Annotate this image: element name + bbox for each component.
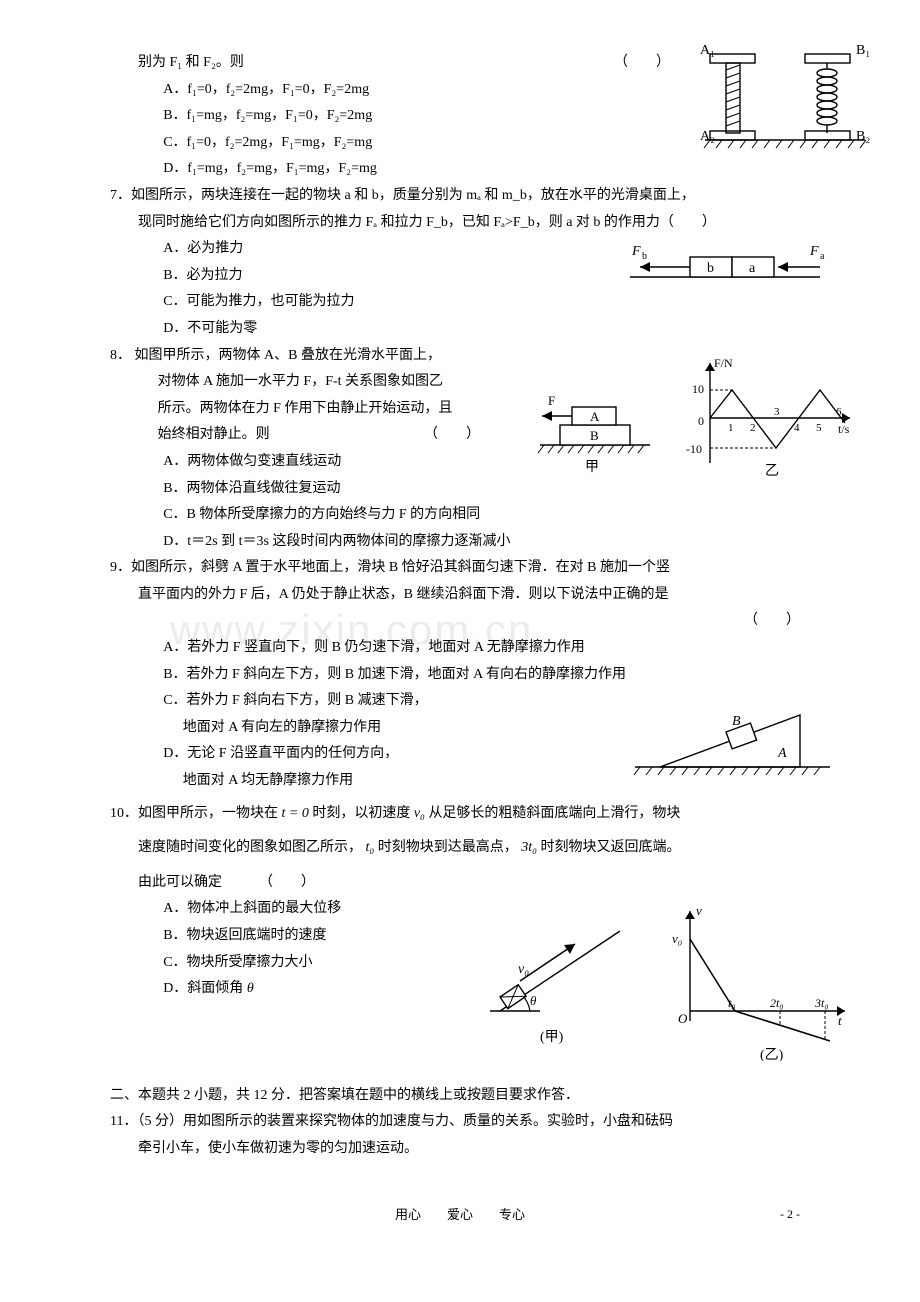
svg-text:t: t — [838, 1013, 842, 1028]
q7: 7．如图所示，两块连接在一起的物块 a 和 b，质量分别为 mₐ 和 m_b，放… — [110, 183, 810, 343]
svg-text:v: v — [696, 903, 702, 918]
q10-paren: （ ） — [259, 870, 315, 897]
q10-figure: θ v₀ (甲) v t O — [480, 901, 860, 1072]
q9-paren: （ ） — [744, 608, 800, 635]
label-a1: A₁ — [700, 43, 715, 58]
q8-paren: （ ） — [424, 422, 480, 449]
svg-text:F/N: F/N — [714, 356, 733, 370]
svg-text:2: 2 — [750, 422, 756, 434]
q9-optA: A．若外力 F 竖直向下，则 B 仍匀速下滑，地面对 A 无静摩擦力作用 — [110, 635, 810, 662]
svg-text:甲: 甲 — [585, 460, 599, 475]
svg-text:θ: θ — [530, 993, 537, 1008]
svg-text:乙: 乙 — [765, 463, 779, 479]
svg-text:t₀: t₀ — [728, 996, 736, 1010]
svg-text:6: 6 — [836, 406, 842, 418]
svg-text:(甲): (甲) — [540, 1030, 564, 1045]
q8-stem4: 始终相对静止。则 — [158, 422, 270, 449]
q11-line1: 11．（5 分）用如图所示的装置来探究物体的加速度与力、质量的关系。实验时，小盘… — [110, 1109, 810, 1136]
q7-stem2: 现同时施给它们方向如图所示的推力 Fₐ 和拉力 F_b，已知 Fₐ>F_b，则 … — [110, 210, 810, 237]
svg-text:F: F — [548, 393, 555, 408]
svg-text:B: B — [732, 714, 741, 729]
svg-text:5: 5 — [816, 422, 822, 434]
q8-figure: B A F 甲 F/N t/s 10 0 -10 1 2 — [530, 353, 860, 504]
q9-optB: B．若外力 F 斜向左下方，则 B 加速下滑，地面对 A 有向右的静摩擦力作用 — [110, 662, 810, 689]
q6: A₁ A₂ B₁ B₂ — [110, 50, 810, 183]
svg-text:b: b — [707, 261, 714, 276]
q6-tail: 别为 F₁ 和 F₂。则 — [138, 50, 244, 77]
q9-stem1: 9．如图所示，斜劈 A 置于水平地面上，滑块 B 恰好沿其斜面匀速下滑．在对 B… — [110, 555, 810, 582]
q8-optC: C．B 物体所受摩擦力的方向始终与力 F 的方向相同 — [110, 502, 810, 529]
svg-text:3: 3 — [774, 406, 780, 418]
q8: 8． 如图甲所示，两物体 A、B 叠放在光滑水平面上， 对物体 A 施加一水平力… — [110, 343, 810, 556]
q7-optD: D．不可能为零 — [110, 316, 810, 343]
page-number: - 2 - — [780, 1203, 800, 1226]
svg-text:v₀: v₀ — [672, 931, 682, 946]
q6-paren: （ ） — [614, 50, 670, 77]
svg-text:0: 0 — [698, 414, 704, 428]
label-b2: B₂ — [856, 129, 870, 144]
svg-text:F: F — [809, 244, 819, 259]
q6-figure: A₁ A₂ B₁ B₂ — [700, 40, 870, 166]
svg-text:(乙): (乙) — [760, 1047, 784, 1061]
svg-text:3t₀: 3t₀ — [814, 996, 829, 1010]
q10: 10．如图甲所示，一物块在 t = 0 时刻，以初速度 v₀ 从足够长的粗糙斜面… — [110, 801, 810, 1003]
svg-text:1: 1 — [728, 422, 734, 434]
q7-figure: b a Fb Fa — [610, 239, 840, 300]
label-b1: B₁ — [856, 43, 870, 58]
q9-stem2: 直平面内的外力 F 后，A 仍处于静止状态，B 继续沿斜面下滑．则以下说法中正确… — [110, 582, 810, 609]
section2-title: 二、本题共 2 小题，共 12 分．把答案填在题中的横线上或按题目要求作答． — [110, 1083, 810, 1110]
svg-text:2t₀: 2t₀ — [770, 996, 784, 1010]
q8-optD: D．t＝2s 到 t＝3s 这段时间内两物体间的摩擦力逐渐减小 — [110, 529, 810, 556]
q10-line2: 速度随时间变化的图象如图乙所示， t₀ 时刻物块到达最高点， 3t₀ 时刻物块又… — [110, 835, 810, 862]
svg-text:4: 4 — [794, 422, 800, 434]
svg-text:-10: -10 — [686, 442, 702, 456]
q10-line1: 10．如图甲所示，一物块在 t = 0 时刻，以初速度 v₀ 从足够长的粗糙斜面… — [110, 801, 810, 828]
q9: 9．如图所示，斜劈 A 置于水平地面上，滑块 B 恰好沿其斜面匀速下滑．在对 B… — [110, 555, 810, 794]
svg-text:10: 10 — [692, 382, 704, 396]
page-footer: 用心 爱心 专心 - 2 - — [0, 1203, 920, 1228]
q7-stem1: 7．如图所示，两块连接在一起的物块 a 和 b，质量分别为 mₐ 和 m_b，放… — [110, 183, 810, 210]
q10-line3: 由此可以确定 — [138, 875, 222, 890]
svg-text:O: O — [678, 1011, 688, 1026]
svg-text:a: a — [820, 251, 825, 262]
svg-text:v₀: v₀ — [518, 962, 529, 977]
svg-text:t/s: t/s — [838, 422, 850, 436]
svg-text:b: b — [642, 251, 647, 262]
svg-text:a: a — [749, 261, 756, 276]
svg-text:B: B — [590, 428, 599, 443]
svg-text:F: F — [631, 244, 641, 259]
q11-line2: 牵引小车，使小车做初速为零的匀加速运动。 — [110, 1136, 810, 1163]
q9-figure: A B — [630, 695, 840, 796]
svg-text:A: A — [590, 409, 600, 424]
svg-text:A: A — [777, 746, 787, 761]
footer-text: 用心 爱心 专心 — [395, 1207, 525, 1222]
